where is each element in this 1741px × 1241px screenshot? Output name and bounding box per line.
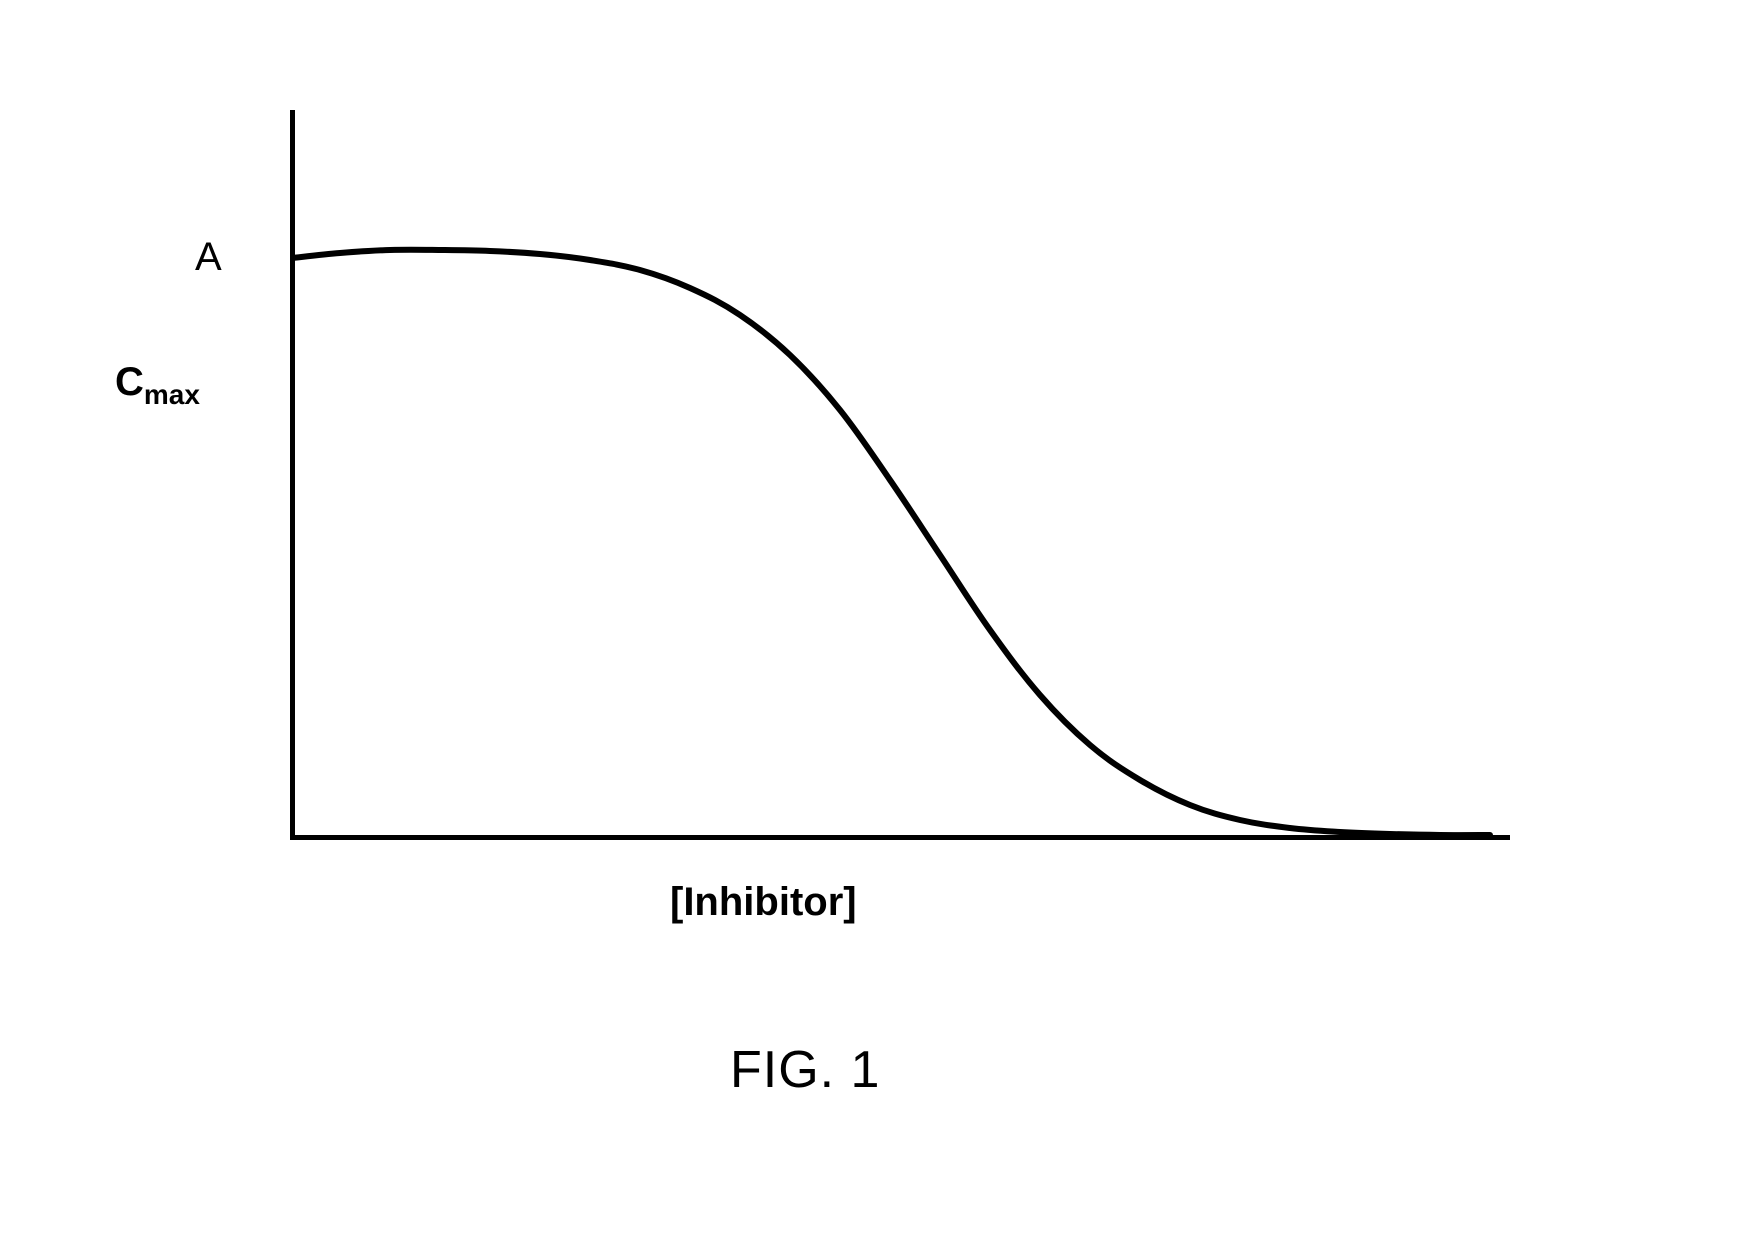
figure-caption: FIG. 1 bbox=[730, 1040, 880, 1100]
y-axis-label-cmax: Cmax bbox=[115, 360, 200, 411]
dose-response-chart bbox=[230, 110, 1510, 870]
curve-svg bbox=[290, 110, 1510, 840]
plot-area bbox=[290, 110, 1510, 840]
x-axis-label: [Inhibitor] bbox=[670, 880, 857, 925]
cmax-sub: max bbox=[144, 379, 200, 410]
dose-response-curve bbox=[292, 250, 1490, 835]
cmax-base: C bbox=[115, 360, 144, 404]
y-tick-label-a: A bbox=[195, 235, 222, 280]
